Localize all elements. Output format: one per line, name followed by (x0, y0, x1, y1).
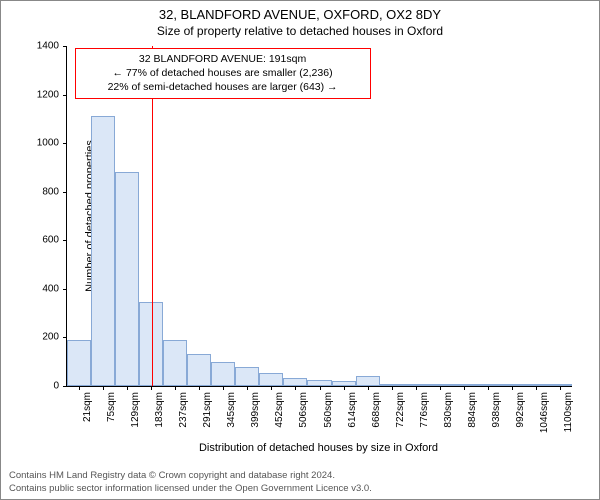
annotation-box: 32 BLANDFORD AVENUE: 191sqm← 77% of deta… (75, 48, 371, 99)
x-tick-mark (512, 386, 513, 390)
plot-area: 020040060080010001200140021sqm75sqm129sq… (66, 46, 572, 387)
x-tick-mark (247, 386, 248, 390)
x-tick-mark (536, 386, 537, 390)
histogram-bar (211, 362, 235, 386)
x-tick-label: 506sqm (298, 392, 309, 428)
x-tick-mark (103, 386, 104, 390)
y-tick-mark (63, 46, 67, 47)
x-tick-mark (151, 386, 152, 390)
histogram-bar (259, 373, 283, 386)
x-tick-label: 614sqm (347, 392, 358, 428)
x-tick-label: 345sqm (226, 392, 237, 428)
footer-line-1: Contains HM Land Registry data © Crown c… (9, 470, 372, 482)
x-tick-label: 291sqm (202, 392, 213, 428)
x-tick-mark (223, 386, 224, 390)
x-tick-mark (416, 386, 417, 390)
x-tick-label: 129sqm (130, 392, 141, 428)
y-tick-label: 400 (19, 283, 59, 294)
x-tick-label: 75sqm (106, 392, 117, 422)
x-tick-mark (79, 386, 80, 390)
y-tick-label: 0 (19, 381, 59, 392)
histogram-bar (356, 376, 380, 386)
x-tick-mark (271, 386, 272, 390)
y-tick-mark (63, 95, 67, 96)
annotation-line-2: ← 77% of detached houses are smaller (2,… (83, 66, 363, 80)
chart-container: 32, BLANDFORD AVENUE, OXFORD, OX2 8DY Si… (0, 0, 600, 500)
histogram-bar (187, 354, 211, 386)
x-tick-label: 399sqm (250, 392, 261, 428)
x-tick-mark (127, 386, 128, 390)
x-tick-mark (440, 386, 441, 390)
chart-title-sub: Size of property relative to detached ho… (1, 22, 599, 38)
histogram-bar (283, 378, 307, 387)
x-tick-mark (199, 386, 200, 390)
x-tick-label: 21sqm (82, 392, 93, 422)
x-tick-mark (295, 386, 296, 390)
chart-title-main: 32, BLANDFORD AVENUE, OXFORD, OX2 8DY (1, 1, 599, 22)
x-tick-label: 722sqm (395, 392, 406, 428)
x-tick-label: 1100sqm (563, 392, 574, 432)
x-tick-label: 830sqm (443, 392, 454, 428)
y-tick-mark (63, 240, 67, 241)
x-tick-mark (175, 386, 176, 390)
y-tick-mark (63, 337, 67, 338)
chart-area: Number of detached properties Distributi… (66, 46, 571, 386)
annotation-line-3: 22% of semi-detached houses are larger (… (83, 80, 363, 94)
x-tick-label: 237sqm (178, 392, 189, 428)
x-tick-label: 452sqm (274, 392, 285, 428)
x-tick-label: 1046sqm (539, 392, 550, 433)
x-tick-mark (392, 386, 393, 390)
histogram-bar (235, 367, 259, 386)
x-tick-label: 938sqm (491, 392, 502, 428)
y-tick-label: 200 (19, 332, 59, 343)
y-tick-mark (63, 192, 67, 193)
y-tick-label: 800 (19, 186, 59, 197)
histogram-bar (67, 340, 91, 386)
x-tick-label: 776sqm (419, 392, 430, 428)
x-tick-mark (560, 386, 561, 390)
x-tick-mark (368, 386, 369, 390)
footer-line-2: Contains public sector information licen… (9, 483, 372, 495)
y-tick-label: 600 (19, 235, 59, 246)
x-tick-label: 560sqm (323, 392, 334, 428)
histogram-bar (91, 116, 115, 386)
x-tick-label: 884sqm (467, 392, 478, 428)
y-tick-label: 1000 (19, 138, 59, 149)
y-tick-label: 1400 (19, 41, 59, 52)
histogram-bar (163, 340, 187, 386)
annotation-line-1: 32 BLANDFORD AVENUE: 191sqm (83, 52, 363, 66)
histogram-bar (115, 172, 139, 386)
y-tick-mark (63, 289, 67, 290)
x-tick-label: 183sqm (154, 392, 165, 428)
y-tick-label: 1200 (19, 89, 59, 100)
x-tick-mark (488, 386, 489, 390)
x-tick-mark (464, 386, 465, 390)
x-tick-label: 992sqm (515, 392, 526, 428)
x-axis-label: Distribution of detached houses by size … (199, 442, 438, 454)
footer-attribution: Contains HM Land Registry data © Crown c… (9, 470, 372, 495)
y-tick-mark (63, 143, 67, 144)
x-tick-mark (320, 386, 321, 390)
x-tick-label: 668sqm (371, 392, 382, 428)
y-tick-mark (63, 386, 67, 387)
x-tick-mark (344, 386, 345, 390)
